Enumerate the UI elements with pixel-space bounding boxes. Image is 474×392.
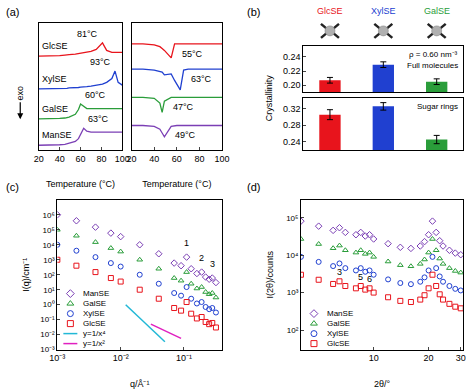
svg-text:GalSE: GalSE (83, 299, 106, 308)
svg-text:0.22: 0.22 (283, 66, 301, 76)
svg-text:6: 6 (367, 274, 372, 284)
svg-text:Sugar rings: Sugar rings (417, 102, 458, 111)
svg-text:80: 80 (194, 154, 204, 164)
svg-text:ManSE: ManSE (83, 289, 109, 298)
svg-text:81°C: 81°C (77, 29, 98, 39)
svg-text:49°C: 49°C (175, 130, 196, 140)
svg-text:(c): (c) (6, 181, 19, 193)
svg-text:ρ = 0.60 nm⁻³: ρ = 0.60 nm⁻³ (409, 50, 458, 59)
svg-text:60°C: 60°C (85, 90, 106, 100)
svg-text:3: 3 (210, 259, 215, 269)
svg-text:(b): (b) (247, 6, 260, 18)
svg-text:ManSE: ManSE (327, 309, 353, 318)
svg-text:10³: 10³ (43, 256, 55, 265)
svg-text:55°C: 55°C (182, 49, 203, 59)
svg-text:exo: exo (15, 86, 25, 101)
svg-text:XylSE: XylSE (371, 6, 396, 16)
svg-text:(d): (d) (247, 181, 260, 193)
svg-text:10⁵: 10⁵ (43, 226, 55, 235)
svg-text:10²: 10² (287, 326, 299, 335)
svg-text:10⁶: 10⁶ (43, 211, 55, 220)
svg-text:20: 20 (127, 154, 137, 164)
svg-text:Full molecules: Full molecules (407, 61, 458, 70)
svg-text:60: 60 (172, 154, 182, 164)
svg-text:30: 30 (456, 353, 466, 363)
svg-text:GlcSE: GlcSE (317, 6, 343, 16)
svg-text:(a): (a) (6, 6, 19, 18)
svg-text:XylSE: XylSE (83, 309, 105, 318)
svg-text:60: 60 (76, 154, 86, 164)
svg-text:q/Å⁻¹: q/Å⁻¹ (130, 379, 150, 389)
svg-text:10⁴: 10⁴ (286, 251, 299, 260)
svg-text:GalSE: GalSE (327, 319, 350, 328)
svg-text:GalSE: GalSE (424, 6, 450, 16)
svg-text:XylSE: XylSE (327, 329, 349, 338)
svg-text:20: 20 (34, 154, 44, 164)
svg-text:10⁻²: 10⁻² (113, 353, 129, 363)
svg-text:40: 40 (149, 154, 159, 164)
svg-text:63°C: 63°C (88, 114, 109, 124)
svg-text:3: 3 (337, 267, 342, 277)
svg-text:2: 2 (199, 253, 204, 263)
svg-text:Temperature (°C): Temperature (°C) (46, 179, 115, 189)
svg-text:100: 100 (215, 154, 230, 164)
svg-text:XylSE: XylSE (42, 74, 67, 84)
svg-text:40: 40 (55, 154, 65, 164)
svg-text:Crystallinity: Crystallinity (264, 75, 274, 122)
svg-text:ManSE: ManSE (42, 130, 72, 140)
svg-text:10: 10 (369, 353, 379, 363)
svg-text:GalSE: GalSE (42, 104, 68, 114)
svg-text:10¹: 10¹ (43, 286, 55, 295)
svg-text:63°C: 63°C (191, 74, 212, 84)
svg-text:GlcSE: GlcSE (327, 339, 350, 348)
svg-text:Temperature (°C): Temperature (°C) (142, 179, 211, 189)
svg-text:0.28: 0.28 (283, 120, 301, 130)
svg-text:10⁰: 10⁰ (43, 300, 55, 309)
svg-text:1: 1 (184, 238, 189, 248)
svg-text:100: 100 (115, 154, 130, 164)
svg-text:5: 5 (358, 272, 363, 282)
svg-text:10⁻³: 10⁻³ (49, 353, 65, 363)
svg-text:0.20: 0.20 (283, 80, 301, 90)
svg-text:10²: 10² (43, 271, 55, 280)
svg-text:10³: 10³ (287, 288, 299, 297)
svg-text:0.32: 0.32 (283, 104, 301, 114)
svg-text:10⁻¹: 10⁻¹ (40, 315, 55, 324)
svg-text:10⁻²: 10⁻² (40, 330, 55, 339)
svg-text:2θ/°: 2θ/° (374, 379, 391, 389)
svg-text:10⁵: 10⁵ (286, 214, 298, 223)
svg-text:y=1/x⁴: y=1/x⁴ (83, 329, 106, 338)
svg-text:93°C: 93°C (90, 57, 111, 67)
svg-text:I(q)/cm⁻¹: I(q)/cm⁻¹ (21, 258, 31, 292)
svg-text:20: 20 (424, 353, 434, 363)
svg-text:10⁻³: 10⁻³ (40, 345, 55, 354)
svg-text:80: 80 (96, 154, 106, 164)
svg-text:47°C: 47°C (173, 102, 194, 112)
svg-text:0.24: 0.24 (283, 137, 301, 147)
svg-text:y=1/x²: y=1/x² (83, 339, 105, 348)
svg-text:10⁻¹: 10⁻¹ (176, 353, 192, 363)
svg-text:10⁴: 10⁴ (42, 241, 55, 250)
svg-text:GlcSE: GlcSE (83, 319, 106, 328)
svg-text:I(2θ)/counts: I(2θ)/counts (265, 250, 275, 298)
svg-text:0.24: 0.24 (283, 52, 301, 62)
svg-text:GlcSE: GlcSE (42, 41, 68, 51)
